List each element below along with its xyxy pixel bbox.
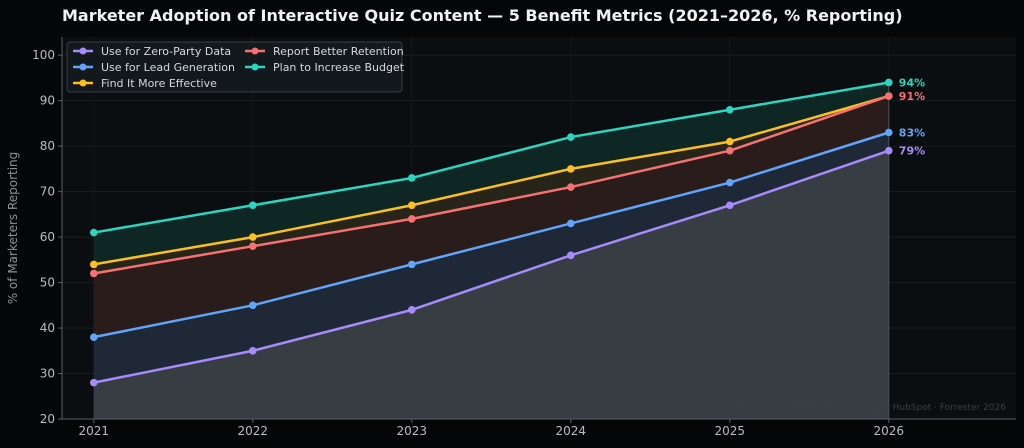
legend-swatch-marker: [251, 63, 259, 71]
end-value-label: 91%: [899, 90, 925, 103]
data-point: [408, 306, 416, 314]
y-axis-label: % of Marketers Reporting: [6, 152, 20, 305]
data-point: [408, 174, 416, 182]
legend: Use for Zero-Party Data Use for Lead Gene…: [66, 41, 405, 93]
data-point: [90, 333, 98, 341]
end-labels: 79% 83% 91%94%: [899, 76, 925, 157]
series-line: [93, 94, 890, 275]
y-tick-label: 20: [40, 412, 55, 426]
legend-swatch-marker: [79, 47, 87, 55]
series-area: [93, 150, 889, 419]
end-value-label: 83%: [899, 127, 925, 140]
series-line: [93, 131, 890, 339]
data-point: [726, 146, 734, 155]
data-point: [408, 260, 416, 269]
x-axis-ticks: 2021 2022 2023 2024 2025 2026: [79, 419, 905, 438]
x-tick-label: 2023: [397, 424, 428, 438]
data-point: [249, 201, 257, 210]
data-point: [885, 146, 893, 155]
data-point: [567, 251, 575, 260]
data-point: [726, 137, 734, 146]
series-lines: [93, 81, 890, 384]
data-point: [885, 92, 893, 100]
y-tick-label: 60: [40, 230, 55, 244]
end-value-label: 79%: [899, 145, 925, 158]
legend-box: [66, 41, 403, 93]
y-tick-label: 90: [40, 94, 55, 108]
legend-label: Report Better Retention: [273, 45, 404, 58]
data-point: [249, 233, 257, 241]
data-point: [90, 378, 98, 387]
x-tick-label: 2026: [874, 424, 905, 438]
data-point: [567, 133, 575, 141]
data-point: [408, 215, 416, 223]
legend-label: Use for Lead Generation: [101, 61, 235, 74]
y-tick-label: 50: [40, 276, 55, 290]
area-fills: [93, 82, 889, 419]
y-tick-label: 40: [40, 321, 55, 335]
y-axis-ticks: 20 30 40 50 60 70 80 90 100: [32, 48, 62, 426]
data-point: [726, 201, 734, 210]
x-tick-label: 2022: [238, 424, 269, 438]
data-point: [249, 242, 257, 250]
data-point: [726, 105, 734, 114]
series-line: [93, 81, 890, 234]
data-point: [567, 165, 575, 173]
legend-label: Find It More Effective: [101, 77, 217, 90]
data-point: [249, 346, 257, 355]
series-line: [93, 149, 890, 384]
legend-swatch-marker: [79, 79, 87, 87]
series-line: [93, 94, 890, 266]
legend-swatch-marker: [79, 63, 87, 71]
data-point: [726, 178, 734, 187]
legend-swatch-marker: [251, 47, 259, 55]
data-point: [567, 219, 575, 228]
data-point: [885, 78, 893, 87]
y-tick-label: 100: [32, 48, 55, 62]
source-note: Sources: CMI · Demand Gen Report · HubSp…: [725, 403, 1006, 413]
y-tick-label: 80: [40, 139, 55, 153]
data-point: [249, 301, 257, 310]
x-tick-label: 2021: [79, 424, 110, 438]
end-value-label: 94%: [899, 76, 925, 89]
data-point: [567, 183, 575, 191]
legend-label: Plan to Increase Budget: [273, 61, 405, 74]
chart-title: Marketer Adoption of Interactive Quiz Co…: [62, 6, 903, 25]
data-point: [885, 128, 893, 137]
data-point: [90, 269, 98, 278]
data-point: [408, 201, 416, 210]
legend-label: Use for Zero-Party Data: [101, 45, 231, 58]
series-points: [90, 78, 893, 387]
y-tick-label: 70: [40, 185, 55, 199]
data-point: [90, 228, 98, 237]
x-tick-label: 2025: [715, 424, 746, 438]
y-tick-label: 30: [40, 367, 55, 381]
x-tick-label: 2024: [556, 424, 587, 438]
data-point: [90, 260, 98, 269]
